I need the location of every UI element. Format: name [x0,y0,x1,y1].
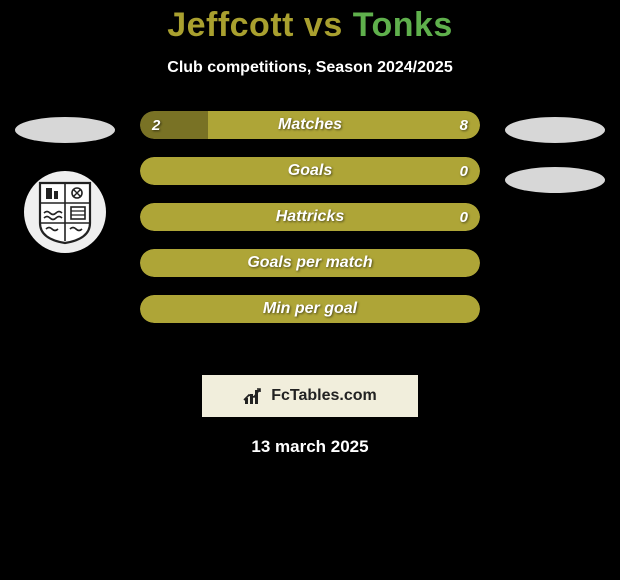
player1-club-crest [24,171,106,253]
watermark-text: FcTables.com [271,387,377,405]
chart-area: Matches28 Goals0 Hattricks0 Goals per match… [0,111,620,371]
bar-row: Min per goal [140,295,480,323]
date-label: 13 march 2025 [0,437,620,457]
watermark: FcTables.com [202,375,418,417]
bar-full-segment [140,295,480,323]
bar-full-segment [140,249,480,277]
bar-row: Goals0 [140,157,480,185]
bar-track [140,295,480,323]
player2-placeholder-ellipse-1 [505,117,605,143]
bar-row: Matches28 [140,111,480,139]
page-title: Jeffcott vs Tonks [0,0,620,45]
chart-icon [243,386,265,406]
bar-track [140,203,480,231]
bar-full-segment [140,203,480,231]
bar-right-segment [208,111,480,139]
vs-separator: vs [294,6,353,44]
bar-row: Hattricks0 [140,203,480,231]
player1-placeholder-ellipse [15,117,115,143]
comparison-infographic: Jeffcott vs Tonks Club competitions, Sea… [0,0,620,457]
right-side-column [490,111,620,193]
bar-track [140,111,480,139]
player1-name: Jeffcott [167,6,294,44]
bar-track [140,157,480,185]
bar-track [140,249,480,277]
bar-row: Goals per match [140,249,480,277]
player2-name: Tonks [353,6,453,44]
player2-placeholder-ellipse-2 [505,167,605,193]
left-side-column [0,111,130,253]
subtitle: Club competitions, Season 2024/2025 [0,59,620,77]
shield-icon [36,179,94,245]
comparison-bars: Matches28 Goals0 Hattricks0 Goals per match… [140,111,480,341]
bar-full-segment [140,157,480,185]
bar-left-segment [140,111,208,139]
